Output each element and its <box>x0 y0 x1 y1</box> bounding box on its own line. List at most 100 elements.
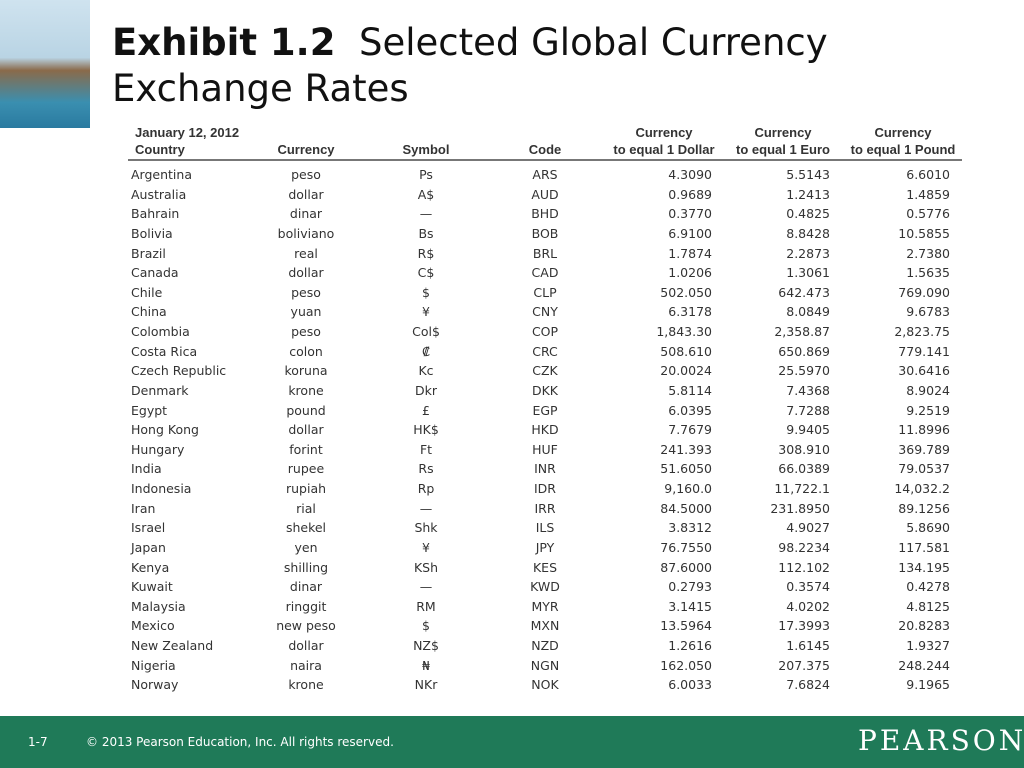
cell: 5.5143 <box>786 167 830 182</box>
cell: 369.789 <box>898 441 950 457</box>
column-header: Code <box>528 142 562 157</box>
cell: HK$ <box>413 422 439 438</box>
cell: 3.8312 <box>668 520 712 536</box>
cell: 1.0206 <box>668 265 712 281</box>
cell: dollar <box>288 186 324 202</box>
cell: 8.0849 <box>786 304 830 320</box>
cell: 162.050 <box>660 657 712 673</box>
cell: 6.0395 <box>668 402 712 418</box>
cell: 650.869 <box>778 343 830 359</box>
cell: CNY <box>532 304 558 320</box>
cell: 98.2234 <box>778 539 830 555</box>
cell: 8.8428 <box>786 225 830 241</box>
cell: Denmark <box>131 382 189 398</box>
cell: rupiah <box>285 481 327 497</box>
cell: 6.9100 <box>668 225 712 241</box>
cell: dollar <box>288 638 324 654</box>
cell: 14,032.2 <box>894 481 950 497</box>
copyright: © 2013 Pearson Education, Inc. All right… <box>86 735 394 749</box>
cell: 87.6000 <box>660 559 712 575</box>
cell: R$ <box>417 245 435 261</box>
cell: 7.6824 <box>786 677 830 693</box>
cell: Israel <box>131 520 166 536</box>
cell: NZD <box>531 638 559 654</box>
cell: 231.8950 <box>770 500 830 516</box>
cell: 9.6783 <box>906 304 950 320</box>
cell: peso <box>291 324 321 340</box>
cell: 769.090 <box>898 284 950 300</box>
cell: 508.610 <box>660 343 712 359</box>
cell: 1,843.30 <box>656 324 712 340</box>
cell: NGN <box>530 657 560 673</box>
cell: RM <box>416 598 436 614</box>
column-header: Symbol <box>402 142 450 157</box>
cell: Indonesia <box>131 481 192 497</box>
cell: 20.0024 <box>660 363 712 379</box>
cell: — <box>419 500 433 516</box>
cell: CZK <box>532 363 558 379</box>
cell: 79.0537 <box>898 461 950 477</box>
cell: ARS <box>532 167 558 182</box>
cell: Brazil <box>131 245 166 261</box>
cell: BHD <box>531 206 559 222</box>
cell: 76.7550 <box>660 539 712 555</box>
cell: dinar <box>289 206 323 222</box>
cell: Australia <box>131 186 187 202</box>
cell: 30.6416 <box>898 363 950 379</box>
cell: 0.4825 <box>786 206 830 222</box>
cell: ₦ <box>422 657 430 673</box>
cell: 1.9327 <box>906 638 950 654</box>
cell: Norway <box>131 677 179 693</box>
cell: China <box>131 304 167 320</box>
column-header: to equal 1 Dollar <box>613 142 715 157</box>
cell: 207.375 <box>778 657 830 673</box>
cell: 1.2616 <box>668 638 712 654</box>
cell: 5.8690 <box>906 520 950 536</box>
cell: CLP <box>533 284 557 300</box>
cell: 134.195 <box>898 559 950 575</box>
title: Exhibit 1.2 Selected Global Currency Exch… <box>112 20 828 112</box>
cell: Egypt <box>131 402 168 418</box>
cell: 1.7874 <box>668 245 712 261</box>
cell: 3.1415 <box>668 598 712 614</box>
cell: yuan <box>290 304 322 320</box>
cell: 4.0202 <box>786 598 830 614</box>
cell: £ <box>422 402 430 418</box>
cell: 5.8114 <box>668 382 712 398</box>
cell: 11.8996 <box>898 422 950 438</box>
cell: Nigeria <box>131 657 176 673</box>
cell: 0.5776 <box>906 206 950 222</box>
cell: rupee <box>287 461 325 477</box>
cell: ILS <box>535 520 555 536</box>
cell: 0.3770 <box>668 206 712 222</box>
cell: Canada <box>131 265 179 281</box>
cell: 9.1965 <box>906 677 950 693</box>
cell: Costa Rica <box>131 343 198 359</box>
cell: 4.8125 <box>906 598 950 614</box>
cell: 9.9405 <box>786 422 830 438</box>
cell: 7.7288 <box>786 402 830 418</box>
cell: Czech Republic <box>131 363 227 379</box>
cell: koruna <box>284 363 328 379</box>
cell: NOK <box>531 677 559 693</box>
cell: 308.910 <box>778 441 830 457</box>
cell: 112.102 <box>778 559 830 575</box>
column-header: Currency <box>277 142 335 157</box>
cell: 6.0033 <box>668 677 712 693</box>
cell: INR <box>534 461 556 477</box>
cell: HUF <box>532 441 558 457</box>
cell: Hungary <box>131 441 185 457</box>
cell: rial <box>296 500 316 516</box>
cell: 0.4278 <box>906 579 950 595</box>
cell: 1.2413 <box>786 186 830 202</box>
cell: dollar <box>288 422 324 438</box>
cell: Ps <box>419 167 433 182</box>
cell: A$ <box>417 186 435 202</box>
cell: krone <box>288 677 324 693</box>
cell: Hong Kong <box>131 422 199 438</box>
cell: DKK <box>531 382 559 398</box>
cell: C$ <box>417 265 435 281</box>
column-header: Currency <box>635 125 693 140</box>
column-header: to equal 1 Pound <box>850 142 956 157</box>
cell: Japan <box>131 539 166 555</box>
